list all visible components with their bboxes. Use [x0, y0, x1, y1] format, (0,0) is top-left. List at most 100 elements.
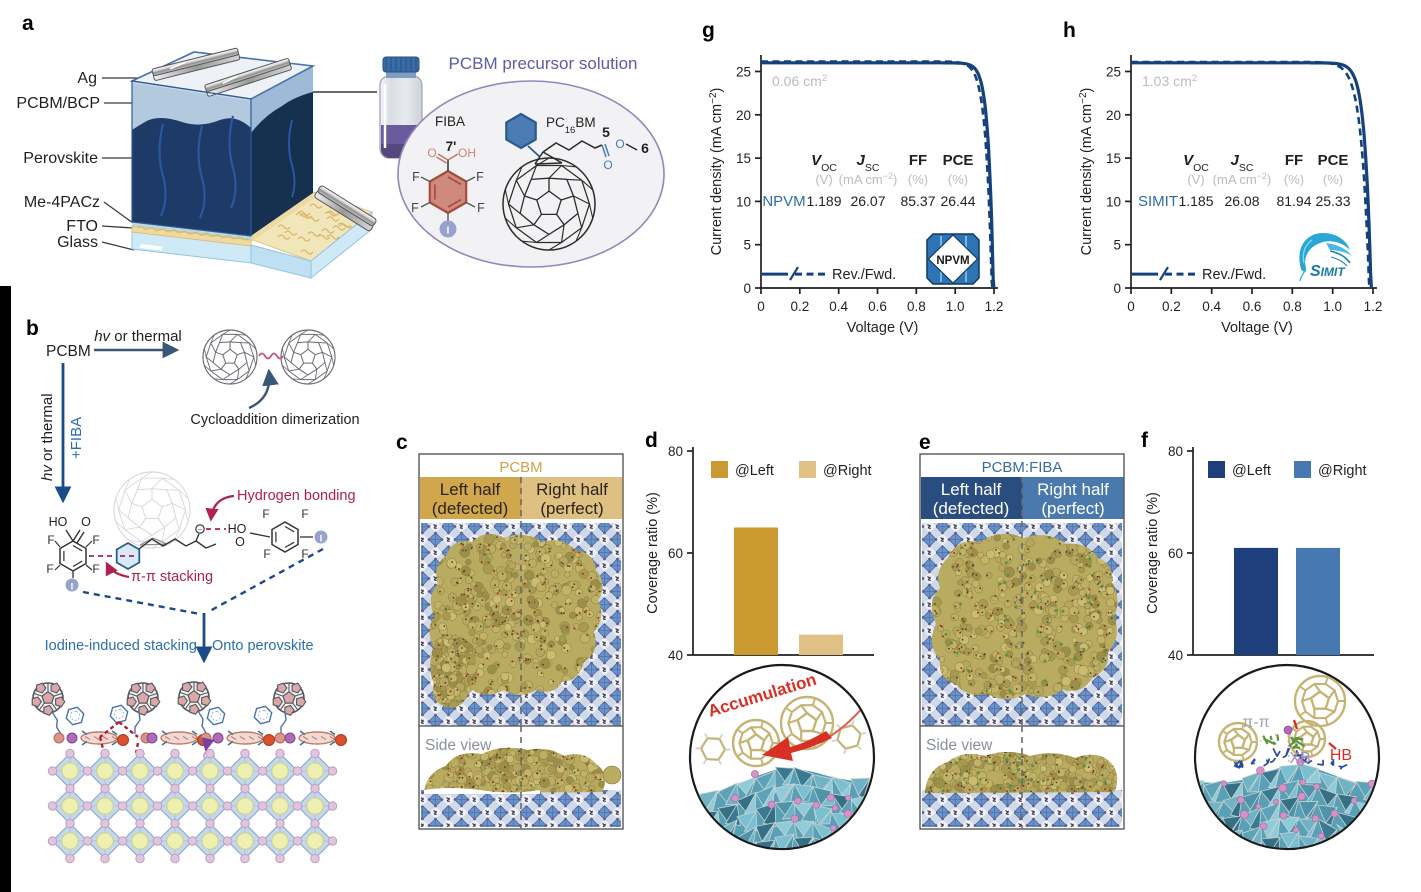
svg-text:PCE: PCE [1318, 152, 1349, 169]
svg-text:0.6: 0.6 [1243, 299, 1262, 314]
svg-text:7': 7' [446, 139, 457, 154]
svg-text:5: 5 [1113, 238, 1121, 253]
svg-text:1.189: 1.189 [806, 193, 841, 209]
svg-text:JSC: JSC [857, 152, 880, 174]
svg-text:0.2: 0.2 [790, 299, 809, 314]
svg-text:25: 25 [736, 65, 751, 80]
svg-text:O: O [81, 515, 91, 529]
svg-text:(defected): (defected) [933, 499, 1010, 518]
svg-text:(mA cm−2): (mA cm−2) [1213, 171, 1272, 187]
svg-text:PCBM/BCP: PCBM/BCP [16, 95, 100, 112]
svg-text:f: f [1141, 429, 1149, 452]
svg-text:(%): (%) [1323, 172, 1343, 187]
svg-text:+FIBA: +FIBA [68, 417, 85, 459]
svg-text:(V): (V) [1187, 172, 1204, 187]
svg-text:Rev./Fwd.: Rev./Fwd. [832, 267, 896, 283]
svg-text:@Right: @Right [1318, 463, 1367, 479]
svg-text:π-π stacking: π-π stacking [131, 569, 213, 585]
svg-text:I: I [320, 534, 323, 545]
svg-text:I: I [447, 225, 450, 237]
svg-text:FF: FF [909, 152, 927, 169]
svg-text:I: I [71, 582, 74, 593]
svg-text:Perovskite: Perovskite [23, 150, 98, 167]
svg-text:Me-4PACz: Me-4PACz [24, 194, 100, 211]
svg-text:−: − [198, 526, 203, 535]
svg-text:0.4: 0.4 [1202, 299, 1221, 314]
svg-text:SIMIT: SIMIT [1138, 193, 1178, 210]
svg-text:(%): (%) [1284, 172, 1304, 187]
svg-text:d: d [645, 429, 658, 452]
svg-text:Right half: Right half [1037, 480, 1109, 499]
svg-text:80: 80 [668, 444, 683, 459]
svg-text:O: O [427, 146, 436, 160]
svg-text:OH: OH [458, 146, 476, 160]
svg-text:FF: FF [1285, 152, 1303, 169]
svg-text:h: h [1063, 19, 1076, 42]
svg-text:25: 25 [1106, 65, 1121, 80]
svg-text:0: 0 [757, 299, 765, 314]
svg-text:26.07: 26.07 [850, 193, 885, 209]
svg-text:85.37: 85.37 [900, 193, 935, 209]
svg-text:Rev./Fwd.: Rev./Fwd. [1202, 267, 1266, 283]
svg-text:10: 10 [1106, 194, 1121, 209]
svg-text:F: F [301, 547, 308, 561]
svg-text:40: 40 [668, 648, 683, 663]
svg-text:1.2: 1.2 [1364, 299, 1383, 314]
svg-text:60: 60 [668, 546, 683, 561]
svg-text:1.0: 1.0 [1323, 299, 1342, 314]
svg-text:Voltage (V): Voltage (V) [847, 320, 919, 336]
svg-text:(%): (%) [948, 172, 968, 187]
svg-text:FIBA: FIBA [435, 114, 465, 129]
svg-text:Glass: Glass [57, 234, 98, 251]
svg-text:PCBM: PCBM [46, 343, 91, 360]
svg-text:O: O [603, 158, 612, 172]
svg-text:81.94: 81.94 [1276, 193, 1311, 209]
svg-text:(%): (%) [908, 172, 928, 187]
svg-text:0: 0 [1113, 281, 1121, 296]
svg-text:0.2: 0.2 [1162, 299, 1181, 314]
svg-text:25.33: 25.33 [1315, 193, 1350, 209]
svg-text:Cycloaddition dimerization: Cycloaddition dimerization [190, 412, 359, 428]
svg-text:HO: HO [228, 522, 247, 536]
svg-text:Current density (mA cm−2): Current density (mA cm−2) [1078, 88, 1096, 256]
svg-text:0: 0 [1127, 299, 1135, 314]
svg-text:F: F [92, 533, 99, 547]
svg-text:PCE: PCE [943, 152, 974, 169]
svg-text:Side view: Side view [425, 737, 492, 754]
svg-text:5: 5 [602, 124, 610, 140]
svg-text:5: 5 [743, 238, 751, 253]
svg-text:F: F [262, 507, 269, 521]
svg-text:F: F [477, 201, 485, 215]
svg-text:hv or thermal: hv or thermal [94, 328, 182, 345]
svg-text:15: 15 [736, 151, 751, 166]
svg-text:c: c [396, 431, 408, 454]
svg-text:XB: XB [1289, 750, 1310, 767]
svg-text:Left half: Left half [941, 480, 1002, 499]
svg-text:PCBM precursor solution: PCBM precursor solution [449, 54, 638, 73]
svg-text:NPVM: NPVM [762, 193, 805, 210]
svg-text:F: F [263, 547, 270, 561]
svg-text:O: O [235, 535, 245, 549]
svg-text:0.8: 0.8 [1283, 299, 1302, 314]
svg-text:15: 15 [1106, 151, 1121, 166]
svg-text:HO: HO [49, 515, 68, 529]
svg-text:a: a [22, 12, 34, 35]
svg-text:0.4: 0.4 [829, 299, 848, 314]
svg-text:(V): (V) [815, 172, 832, 187]
svg-text:80: 80 [1168, 444, 1183, 459]
svg-text:F: F [47, 533, 54, 547]
svg-text:@Right: @Right [823, 463, 872, 479]
svg-text:6: 6 [641, 140, 649, 156]
svg-text:Hydrogen bonding: Hydrogen bonding [237, 488, 356, 504]
svg-text:0.6: 0.6 [868, 299, 887, 314]
svg-text:26.44: 26.44 [940, 193, 975, 209]
svg-text:Voltage (V): Voltage (V) [1221, 320, 1293, 336]
svg-text:F: F [301, 507, 308, 521]
svg-text:1.185: 1.185 [1178, 193, 1213, 209]
svg-text:40: 40 [1168, 648, 1183, 663]
svg-text:F: F [412, 170, 420, 184]
svg-text:Right half: Right half [536, 480, 608, 499]
svg-text:@Left: @Left [735, 463, 774, 479]
svg-text:NPVM: NPVM [936, 255, 969, 267]
svg-text:Iodine-induced stacking: Iodine-induced stacking [45, 638, 197, 654]
